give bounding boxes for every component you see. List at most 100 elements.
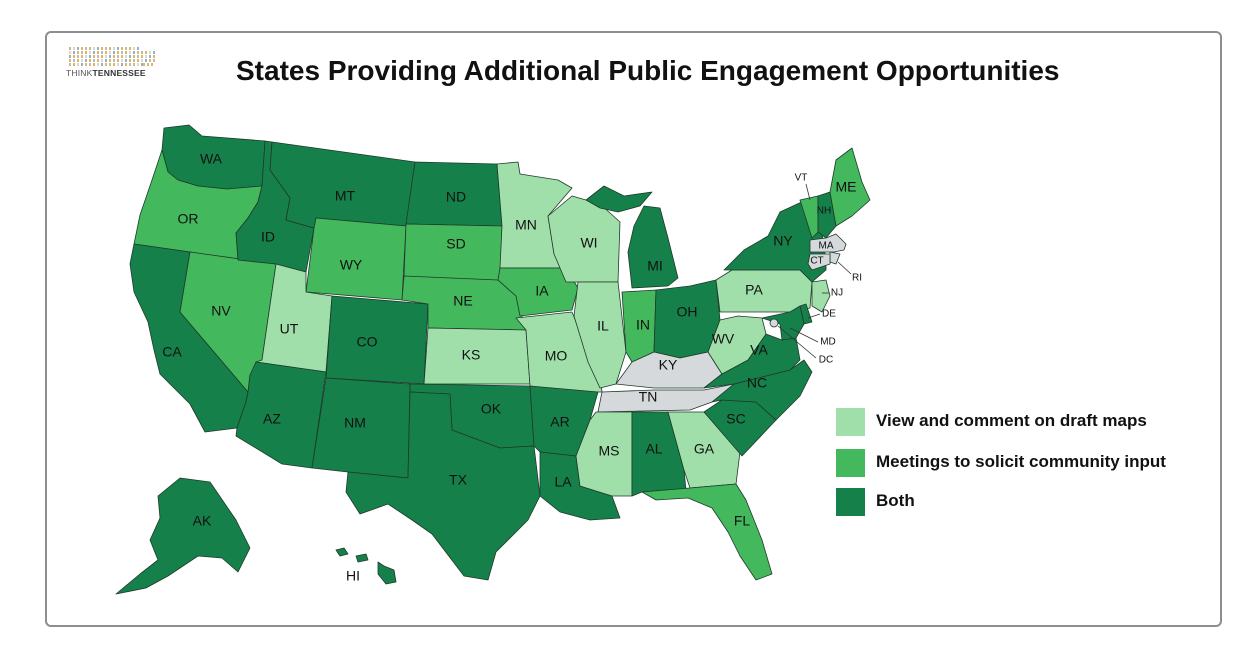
label-AK: AK xyxy=(193,513,212,529)
label-CT: CT xyxy=(810,256,823,267)
label-VT: VT xyxy=(795,173,808,184)
logo-dot xyxy=(149,55,151,58)
state-IL xyxy=(573,281,627,389)
label-WY: WY xyxy=(340,257,363,273)
legend-label-both: Both xyxy=(876,491,915,510)
logo-dot xyxy=(69,47,71,50)
label-KY: KY xyxy=(659,357,678,373)
label-ID: ID xyxy=(261,229,275,245)
label-RI: RI xyxy=(852,273,862,284)
logo-dot xyxy=(117,47,119,50)
legend-label-meetings: Meetings to solicit community input xyxy=(876,452,1166,471)
logo-dot xyxy=(129,63,131,66)
state-NJ xyxy=(811,279,831,313)
label-SD: SD xyxy=(446,236,465,252)
logo-dot xyxy=(125,47,127,50)
label-NE: NE xyxy=(453,293,472,309)
label-MO: MO xyxy=(545,348,568,364)
logo-dot xyxy=(141,59,143,62)
label-MD: MD xyxy=(820,337,836,348)
state-NH xyxy=(817,191,837,239)
logo-dot xyxy=(117,63,119,66)
logo-dot xyxy=(137,47,139,50)
logo-dot xyxy=(105,59,107,62)
label-NJ: NJ xyxy=(831,288,843,299)
leader-DC xyxy=(777,325,817,359)
label-WI: WI xyxy=(580,235,597,251)
logo-dot xyxy=(105,47,107,50)
logo-dot xyxy=(125,51,127,54)
logo-dot xyxy=(77,47,79,50)
label-KS: KS xyxy=(462,347,481,363)
legend-label-view: View and comment on draft maps xyxy=(876,411,1147,430)
logo-dot xyxy=(101,59,103,62)
label-FL: FL xyxy=(734,513,751,529)
logo-dot xyxy=(133,55,135,58)
label-NC: NC xyxy=(747,375,767,391)
logo-dot xyxy=(137,55,139,58)
logo-dot xyxy=(85,59,87,62)
logo-dot xyxy=(153,51,155,54)
logo-dot xyxy=(117,59,119,62)
logo-dot xyxy=(145,51,147,54)
label-IA: IA xyxy=(535,283,549,299)
logo-dot xyxy=(93,59,95,62)
logo-dot xyxy=(85,55,87,58)
logo-dot xyxy=(151,63,153,66)
state-WY xyxy=(305,217,407,301)
logo-text: THINKTENNESSEE xyxy=(66,68,146,78)
label-PA: PA xyxy=(745,282,763,298)
label-IL: IL xyxy=(597,318,609,334)
logo-dot xyxy=(81,55,83,58)
logo-dot xyxy=(121,55,123,58)
state-MD xyxy=(761,305,805,341)
state-WI xyxy=(547,195,621,283)
logo-dot xyxy=(145,59,147,62)
label-GA: GA xyxy=(694,441,715,457)
label-IN: IN xyxy=(636,317,650,333)
state-FL xyxy=(641,483,773,581)
label-OK: OK xyxy=(481,401,502,417)
logo-dot xyxy=(133,59,135,62)
state-MI xyxy=(585,185,679,289)
state-ME xyxy=(829,147,871,227)
logo-dot xyxy=(121,47,123,50)
logo-dot xyxy=(129,51,131,54)
label-DE: DE xyxy=(822,309,836,320)
logo-dot xyxy=(121,59,123,62)
logo-dot xyxy=(109,63,111,66)
logo-dot xyxy=(81,59,83,62)
logo-dot xyxy=(81,47,83,50)
logo-dot xyxy=(153,59,155,62)
logo-dot xyxy=(97,51,99,54)
logo-dot xyxy=(89,59,91,62)
logo-dot xyxy=(93,63,95,66)
logo-dot xyxy=(113,63,115,66)
label-MT: MT xyxy=(335,188,356,204)
logo-dot xyxy=(153,55,155,58)
logo-dot xyxy=(89,47,91,50)
state-MA xyxy=(809,233,847,253)
logo-dot xyxy=(93,47,95,50)
logo-dot xyxy=(73,59,75,62)
logo-dot xyxy=(85,51,87,54)
label-OH: OH xyxy=(677,304,698,320)
logo-dot xyxy=(69,55,71,58)
state-WV xyxy=(707,315,767,375)
state-HI xyxy=(335,547,397,585)
logo-dot xyxy=(81,63,83,66)
logo-dot xyxy=(109,59,111,62)
logo-dot xyxy=(73,51,75,54)
logo-dot xyxy=(113,59,115,62)
logo-dot xyxy=(101,47,103,50)
label-ND: ND xyxy=(446,189,466,205)
logo-dot xyxy=(109,51,111,54)
logo-dot xyxy=(77,63,79,66)
label-CA: CA xyxy=(162,344,182,360)
legend-swatch-meetings xyxy=(836,449,865,477)
logo-dot xyxy=(77,59,79,62)
label-MN: MN xyxy=(515,217,537,233)
label-TN: TN xyxy=(639,389,658,405)
state-MT xyxy=(269,141,416,229)
